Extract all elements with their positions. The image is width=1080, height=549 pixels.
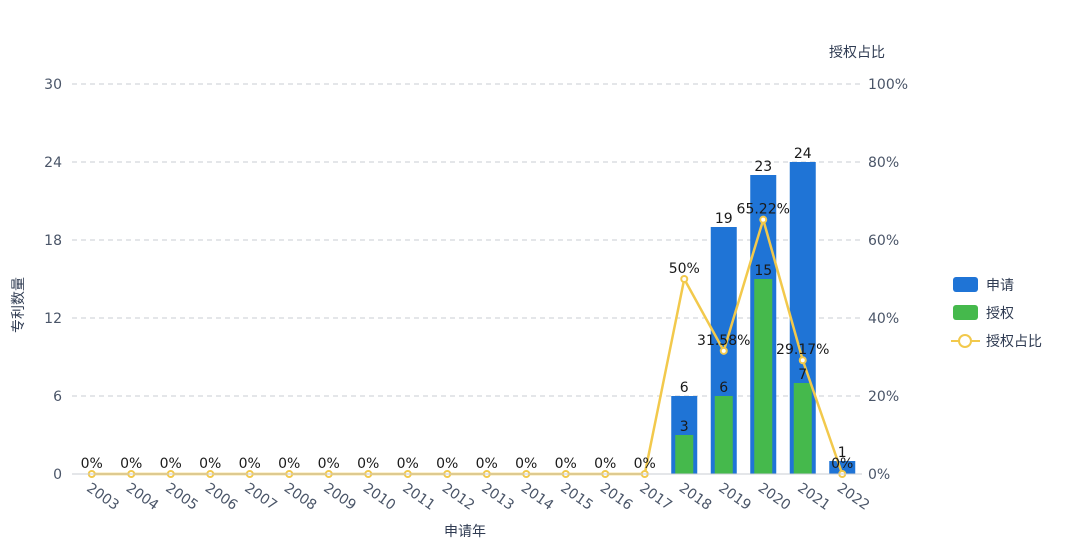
bar-grant — [793, 383, 812, 474]
ratio-value-label: 29.17% — [776, 342, 829, 358]
x-tick-label: 2021 — [794, 480, 832, 514]
x-axis-title: 申请年 — [444, 524, 486, 540]
ratio-value-label: 0% — [239, 456, 261, 472]
y-tick-label: 6 — [53, 389, 62, 405]
ratio-value-label: 0% — [594, 456, 616, 472]
x-tick-label: 2009 — [320, 480, 358, 514]
ratio-value-label: 0% — [120, 456, 142, 472]
y2-tick-label: 40% — [868, 311, 899, 327]
grant-value-label: 3 — [680, 419, 689, 435]
bar-grant — [675, 435, 694, 474]
y-axis-title: 专利数量 — [11, 277, 27, 333]
ratio-value-label: 0% — [357, 456, 379, 472]
grant-value-label: 7 — [798, 367, 807, 383]
x-tick-label: 2022 — [834, 480, 872, 514]
grant-value-label: 15 — [754, 263, 772, 279]
x-tick-label: 2015 — [557, 480, 595, 514]
grid-lines — [72, 83, 862, 397]
bars — [671, 162, 856, 474]
ratio-value-label: 0% — [436, 456, 458, 472]
x-tick-label: 2004 — [123, 480, 161, 514]
ratio-value-label: 31.58% — [697, 333, 750, 349]
ratio-value-label: 0% — [318, 456, 340, 472]
ratio-value-label: 0% — [515, 456, 537, 472]
x-tick-label: 2012 — [439, 480, 477, 514]
x-tick-label: 2016 — [597, 480, 635, 514]
legend-label-grant: 授权 — [986, 306, 1014, 322]
bar-grant — [714, 396, 733, 474]
y-tick-label: 0 — [53, 467, 62, 483]
legend-swatch-application — [953, 277, 978, 292]
y-tick-label: 12 — [44, 311, 62, 327]
x-tick-label: 2003 — [83, 480, 121, 514]
y2-axis-title: 授权占比 — [829, 45, 885, 61]
legend-swatch-ratio-marker — [958, 334, 972, 348]
application-value-label: 6 — [680, 380, 689, 396]
application-value-label: 24 — [794, 146, 812, 162]
ratio-value-label: 0% — [81, 456, 103, 472]
legend-swatch-grant — [953, 305, 978, 320]
bar-application — [829, 461, 856, 474]
ratio-point — [759, 215, 768, 224]
ratio-value-label: 0% — [476, 456, 498, 472]
x-tick-label: 2010 — [360, 480, 398, 514]
x-tick-label: 2011 — [399, 480, 437, 514]
application-value-label: 1 — [838, 445, 847, 461]
data-labels: 6 19 23 24 1 3 6 15 7 0% 0% 0% 0% 0% 0% 0% 0% 0% 0% 0% 0% 0% 0… — [81, 146, 854, 472]
x-tick-label: 2020 — [755, 480, 793, 514]
ratio-value-label: 0% — [831, 456, 853, 472]
legend-label-ratio: 授权占比 — [986, 334, 1042, 350]
x-tick-label: 2006 — [202, 480, 240, 514]
ratio-point — [719, 346, 728, 355]
legend-label-application: 申请 — [986, 278, 1014, 294]
x-tick-label: 2014 — [518, 480, 556, 514]
ratio-value-label: 50% — [669, 261, 700, 277]
ratio-point — [680, 275, 689, 283]
ratio-value-label: 0% — [634, 456, 656, 472]
y2-tick-label: 0% — [868, 467, 890, 483]
y-tick-label: 30 — [44, 77, 62, 93]
x-tick-label: 2013 — [478, 480, 516, 514]
x-tick-label: 2018 — [676, 480, 714, 514]
ratio-value-label: 65.22% — [737, 202, 790, 218]
x-tick-label: 2007 — [241, 480, 279, 514]
x-tick-label: 2019 — [715, 480, 753, 514]
y2-tick-label: 20% — [868, 389, 899, 405]
ratio-value-label: 0% — [160, 456, 182, 472]
y-tick-label: 24 — [44, 155, 62, 171]
application-value-label: 19 — [715, 211, 733, 227]
y2-tick-label: 100% — [868, 77, 908, 93]
ratio-value-label: 0% — [397, 456, 419, 472]
application-value-label: 23 — [754, 159, 772, 175]
ratio-value-label: 0% — [199, 456, 221, 472]
x-tick-label: 2008 — [281, 480, 319, 514]
ratio-point — [798, 356, 807, 365]
y2-tick-label: 80% — [868, 155, 899, 171]
y-tick-label: 18 — [44, 233, 62, 249]
grant-value-label: 6 — [719, 380, 728, 396]
y2-tick-label: 60% — [868, 233, 899, 249]
bar-grant — [754, 279, 773, 474]
x-tick-label: 2017 — [636, 480, 674, 514]
x-tick-label: 2005 — [162, 480, 200, 514]
ratio-value-label: 0% — [555, 456, 577, 472]
ratio-value-label: 0% — [278, 456, 300, 472]
